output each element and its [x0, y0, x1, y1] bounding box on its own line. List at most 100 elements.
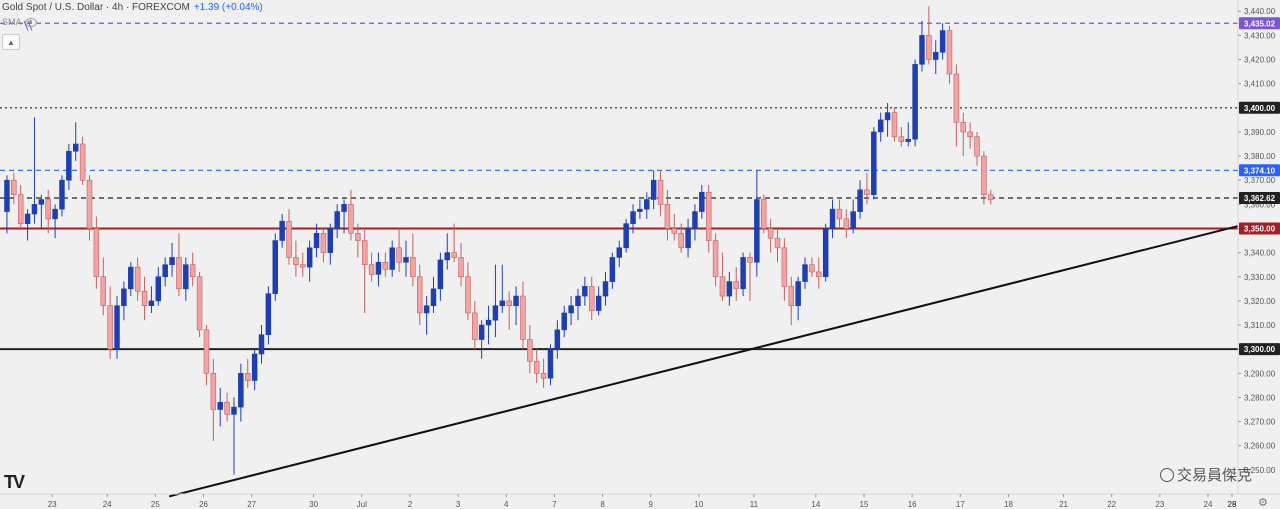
candle-body: [245, 373, 251, 381]
time-tick-label: 11: [750, 500, 759, 509]
candle-body: [905, 138, 911, 142]
collapse-legend-button[interactable]: ▲: [2, 34, 20, 50]
candle-body: [561, 312, 567, 331]
candle-body: [238, 373, 244, 408]
candle-body: [630, 211, 636, 224]
price-tick-label: 3,340.00: [1244, 249, 1276, 258]
price-axis-bg: [1238, 0, 1280, 509]
candle-body: [196, 276, 203, 331]
candle-body: [148, 300, 155, 307]
candle-body: [595, 295, 602, 311]
time-tick-label: 9: [648, 500, 653, 509]
price-tick-label: 3,440.00: [1244, 7, 1276, 16]
candle-body: [822, 228, 829, 278]
level-tag-label: 3,400.00: [1244, 104, 1276, 113]
time-tick-label: 4: [504, 500, 509, 509]
price-tick-label: 3,330.00: [1244, 273, 1276, 282]
candle-body: [774, 237, 781, 249]
candle-body: [692, 211, 698, 229]
candle-body: [678, 233, 684, 249]
candle-body: [45, 199, 51, 220]
candle-body: [939, 30, 946, 53]
level-tag-label: 3,350.00: [1244, 224, 1276, 233]
price-tick-label: 3,280.00: [1244, 393, 1276, 402]
candle-body: [740, 257, 746, 290]
price-axis[interactable]: 3,250.00 3,260.00 3,270.00 3,280.00 3,290.00…: [1237, 0, 1280, 509]
indicator-legend[interactable]: SMA: [2, 17, 37, 27]
level-tag-bg: [1239, 17, 1280, 30]
candle-body: [361, 240, 368, 265]
candle-body: [657, 179, 664, 205]
candle-body: [650, 179, 657, 200]
candle-body: [767, 228, 774, 239]
level-tag-label: 3,362.62: [1244, 194, 1276, 203]
price-tick-label: 3,260.00: [1244, 442, 1276, 451]
level-price-tags: 3,435.02 3,400.00 3,374.10 3,362.62 3,350.00…: [1239, 17, 1280, 356]
candle-body: [348, 204, 354, 234]
time-tick-label: 22: [1107, 500, 1116, 509]
price-tick-label: 3,360.00: [1244, 200, 1276, 209]
level-tag-bg: [1239, 343, 1280, 356]
level-tag-label: 3,435.02: [1244, 19, 1276, 28]
level-tag-label: 3,374.10: [1244, 166, 1276, 175]
candle-body: [754, 199, 760, 263]
candle-body: [66, 150, 72, 181]
candle-body: [836, 208, 843, 220]
candle-body: [169, 257, 175, 265]
time-tick-label: 24: [103, 500, 112, 509]
symbol-title[interactable]: Gold Spot / U.S. Dollar · 4h · FOREXCOM: [2, 1, 190, 13]
price-tick-label: 3,310.00: [1244, 321, 1276, 330]
candle-body: [251, 353, 258, 381]
candle-body: [224, 401, 230, 415]
candle-body: [857, 189, 863, 212]
candle-body: [726, 281, 733, 297]
time-tick-label: 18: [1004, 500, 1013, 509]
watermark: 交易員傑克: [1160, 464, 1252, 485]
candle-body: [864, 189, 870, 195]
price-tick-label: 3,270.00: [1244, 418, 1276, 427]
candle-body: [272, 240, 279, 294]
candle-body: [430, 288, 437, 307]
candle-body: [52, 208, 58, 220]
candle-body: [912, 64, 918, 140]
candle-body: [926, 35, 932, 60]
eye-icon[interactable]: [24, 17, 37, 27]
candle-body: [107, 305, 113, 350]
candle-body: [210, 373, 217, 410]
candle-body: [568, 305, 574, 314]
candle-body: [554, 329, 561, 350]
candle-body: [258, 334, 265, 355]
level-tag-bg: [1239, 222, 1280, 235]
candle-body: [375, 261, 382, 275]
candle-body: [114, 305, 120, 350]
time-tick-label: 10: [694, 500, 703, 509]
candle-body: [134, 266, 141, 292]
time-axis[interactable]: 23 24 25 26 27 30 Jul 2 3 4 7 8 9 10 11 14 15 16 17 18 21 22 2…: [0, 493, 1280, 509]
time-tick-label: 24: [1204, 500, 1213, 509]
gear-icon[interactable]: ⚙: [1258, 497, 1268, 509]
watermark-text: 交易員傑克: [1177, 467, 1253, 484]
candle-body: [93, 228, 100, 278]
candle-body: [141, 290, 148, 307]
time-tick-label: 21: [1059, 500, 1068, 509]
candle-body: [327, 228, 334, 253]
price-tick-label: 3,380.00: [1244, 152, 1276, 161]
candle-body: [664, 204, 671, 229]
candle-body: [162, 264, 168, 278]
time-tick-label: 27: [247, 500, 256, 509]
candle-body: [121, 288, 127, 307]
time-tick-label: 16: [908, 500, 917, 509]
tradingview-logo[interactable]: TV: [4, 472, 25, 492]
candle-body: [341, 204, 347, 212]
candle-body: [17, 194, 24, 224]
level-tag-bg: [1239, 192, 1280, 205]
candle-body: [73, 143, 79, 152]
candle-body: [884, 112, 891, 121]
candle-body: [967, 131, 973, 138]
time-tick-label: 29: [1228, 500, 1237, 509]
candle-body: [176, 257, 182, 290]
candle-body: [946, 30, 953, 75]
indicator-label[interactable]: SMA: [2, 17, 22, 27]
candle-body: [38, 199, 45, 205]
